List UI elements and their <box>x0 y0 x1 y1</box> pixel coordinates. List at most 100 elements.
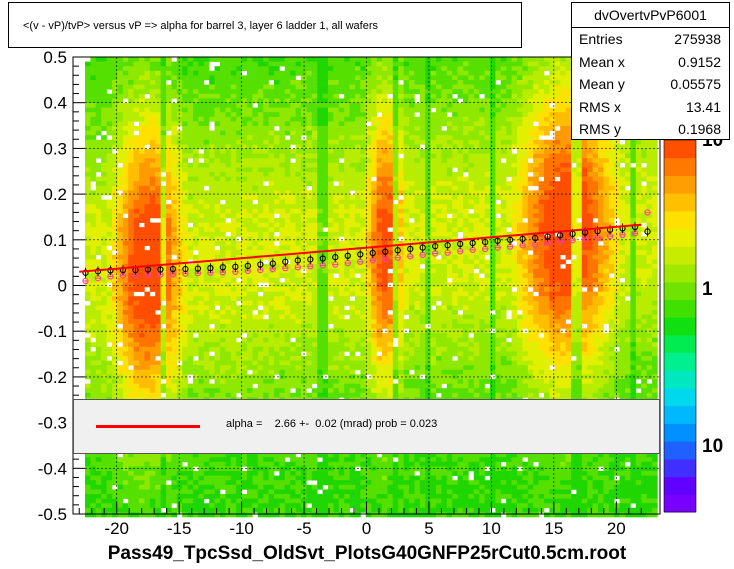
profile-black-point <box>481 238 489 246</box>
y-tick-label: 0.3 <box>43 139 67 158</box>
stats-box: dvOvertvPvP6001 Entries 275938 Mean x 0.… <box>571 2 730 140</box>
palette-cell <box>664 405 696 424</box>
profile-black-point <box>494 237 501 244</box>
stats-row: Entries 275938 <box>572 28 729 51</box>
palette-cell <box>664 140 696 159</box>
palette-label: 1 <box>702 279 713 300</box>
x-tick-label: 10 <box>482 519 501 538</box>
x-tick-label: 5 <box>424 519 433 538</box>
stats-value: 0.1968 <box>678 121 721 137</box>
palette-cell <box>664 193 696 212</box>
profile-black-point <box>419 244 426 251</box>
profile-black-point <box>382 248 389 255</box>
x-tick-label: 20 <box>607 519 626 538</box>
profile-black-point <box>369 249 376 257</box>
profile-black-point <box>531 234 539 242</box>
palette-cell <box>664 494 696 513</box>
profile-markers <box>82 209 651 285</box>
profile-black-point <box>444 242 451 249</box>
stats-label: Mean y <box>579 76 625 92</box>
palette-frame <box>663 139 697 513</box>
stats-name: dvOvertvPvP6001 <box>572 3 729 28</box>
palette-cell <box>664 388 696 407</box>
profile-black-point <box>244 262 252 269</box>
palette-cell <box>664 334 696 354</box>
palette-cell <box>664 317 696 336</box>
palette-cell <box>664 175 696 194</box>
profile-black-point <box>344 252 351 259</box>
palette-cell <box>664 281 696 300</box>
fit-line-path <box>79 223 642 273</box>
profile-black-point <box>194 265 202 272</box>
profile-black-point <box>469 239 476 247</box>
x-tick-label: -20 <box>104 519 129 538</box>
stats-label: RMS y <box>579 121 621 137</box>
y-tick-label: -0.2 <box>38 368 67 387</box>
fit-legend-text: alpha = 2.66 +- 0.02 (mrad) prob = 0.023 <box>226 418 438 430</box>
profile-black-point <box>257 261 264 268</box>
profile-black-point <box>107 267 114 274</box>
profile-black-point <box>644 228 651 235</box>
palette-cell <box>664 352 696 371</box>
profile-black-point <box>506 236 514 243</box>
x-tick-label: -10 <box>229 519 254 538</box>
profile-black-point <box>82 269 89 276</box>
stats-value: 0.9152 <box>678 53 721 70</box>
profile-black-point <box>169 265 177 273</box>
plot-title: <(v - vP)/tvP> versus vP => alpha for ba… <box>23 20 379 32</box>
profile-black-point <box>394 247 401 254</box>
y-tick-label: 0.1 <box>43 231 67 250</box>
stats-label: Entries <box>579 31 623 47</box>
y-tick-label: -0.4 <box>38 459 67 478</box>
palette-cell <box>664 476 696 495</box>
y-tick-label: 0.5 <box>43 48 67 67</box>
profile-black-point <box>157 266 164 273</box>
stats-row: RMS x 13.41 <box>572 96 729 119</box>
palette-label: 10 <box>702 436 723 457</box>
palette-cell <box>664 246 696 265</box>
palette-cell <box>664 299 696 318</box>
palette-cell <box>664 423 696 442</box>
palette-cell <box>664 264 696 283</box>
profile-magenta-point <box>644 209 651 216</box>
stats-value: 275938 <box>674 31 721 47</box>
stats-label: Mean x <box>579 53 625 70</box>
profile-black-point <box>332 254 339 261</box>
profile-black-point <box>307 256 314 263</box>
x-axis: -20 -15 -10 -5 0 5 10 15 20 <box>78 502 642 538</box>
fit-legend-line <box>96 425 200 428</box>
palette-cell <box>664 458 696 478</box>
title-box: <(v - vP)/tvP> versus vP => alpha for ba… <box>8 2 522 48</box>
y-tick-label: 0 <box>58 277 67 296</box>
stats-value: 13.41 <box>685 98 721 115</box>
profile-black-point <box>432 243 439 250</box>
profile-black-point <box>282 258 289 265</box>
profile-black-point <box>457 240 464 248</box>
profile-black-point <box>357 251 364 258</box>
profile-black-point <box>232 263 239 270</box>
stats-row: Mean y 0.05575 <box>572 73 729 96</box>
file-label: Pass49_TpcSsd_OldSvt_PlotsG40GNFP25rCut0… <box>107 543 627 564</box>
x-tick-label: 15 <box>544 519 563 538</box>
palette-cell <box>664 210 696 230</box>
palette-cell <box>664 370 696 389</box>
profile-black-point <box>294 257 301 264</box>
profile-black-point <box>219 264 227 271</box>
profile-black-point <box>407 245 414 253</box>
profile-black-point <box>544 233 551 240</box>
palette-cell <box>664 441 696 460</box>
profile-black-point <box>519 235 526 243</box>
stats-value: 0.05575 <box>670 76 721 92</box>
fit-line <box>79 223 642 273</box>
y-tick-label: 0.2 <box>43 185 67 204</box>
fit-legend: alpha = 2.66 +- 0.02 (mrad) prob = 0.023 <box>73 399 660 454</box>
x-tick-label: -5 <box>296 519 311 538</box>
palette-cell <box>664 157 696 176</box>
palette-cell <box>664 228 696 247</box>
y-tick-label: -0.5 <box>38 505 67 524</box>
y-tick-label: -0.1 <box>38 322 67 341</box>
profile-black-point <box>269 260 276 267</box>
profile-black-point <box>319 255 326 262</box>
x-tick-label: 0 <box>362 519 371 538</box>
